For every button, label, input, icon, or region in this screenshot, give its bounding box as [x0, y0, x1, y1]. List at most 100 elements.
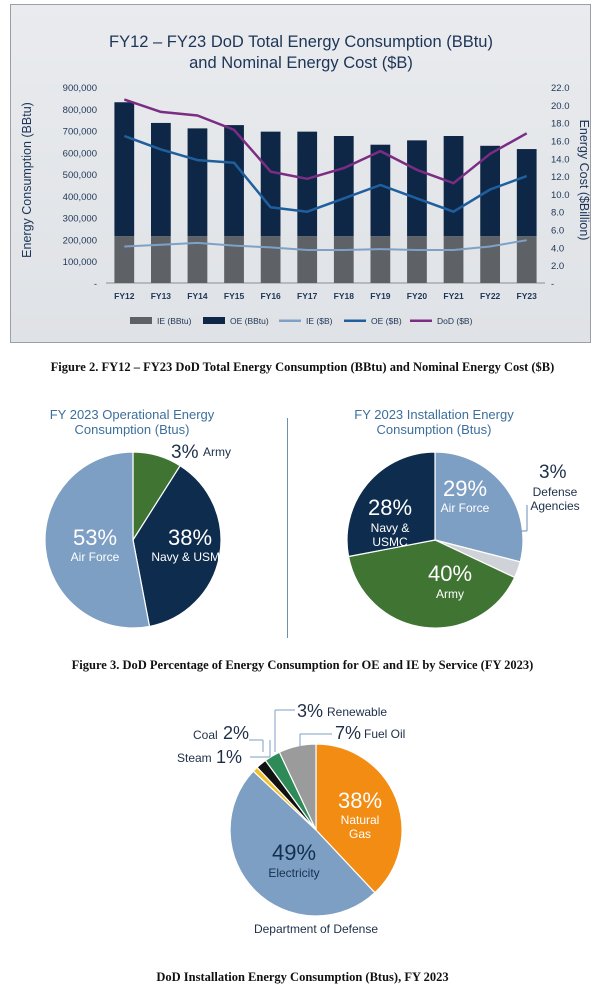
ie-navy-label: Navy & USMC	[370, 521, 410, 549]
bar-ie-bbtu	[297, 236, 318, 283]
bar-ie-bbtu	[187, 236, 208, 283]
y2-axis-label: Energy Cost ($Billion)	[577, 120, 591, 241]
bar-oe-bbtu	[407, 140, 427, 237]
bar-oe-bbtu	[480, 145, 501, 237]
line-dod-cost	[123, 98, 528, 185]
bar-oe-bbtu	[260, 131, 281, 237]
ie-navy-pct: 28%	[367, 495, 413, 520]
bar-ie-bbtu	[114, 236, 135, 283]
legend-swatch-ie-cost	[279, 319, 301, 322]
legend-swatch-oe-cost	[344, 319, 366, 322]
x-tick-label: FY23	[517, 291, 538, 301]
legend-ie-bbtu: IE (BBtu)	[157, 316, 192, 326]
bar-oe-bbtu	[333, 136, 354, 237]
pie-slice-electricity	[229, 770, 376, 917]
legend-swatch-ie-bbtu	[130, 317, 152, 324]
dod-electricity-pct: 49%	[271, 840, 317, 865]
figure-3-caption: Figure 3. DoD Percentage of Energy Consu…	[71, 658, 534, 672]
y2-tick-label: -	[551, 279, 554, 290]
dod-steam-pct: 1%	[216, 747, 243, 767]
dod-steam-label: Steam	[177, 751, 212, 765]
x-tick-label: FY12	[114, 291, 135, 301]
x-tick-label: FY13	[151, 291, 172, 301]
bar-oe-bbtu	[187, 128, 208, 237]
y2-tick-label: 2.0	[551, 261, 564, 272]
bar-oe-bbtu	[224, 125, 244, 237]
legend-swatch-oe-bbtu	[203, 317, 225, 324]
x-tick-label: FY18	[334, 291, 355, 301]
bar-ie-bbtu	[407, 236, 427, 283]
y2-tick-label: 18.0	[551, 119, 570, 130]
line-ie-cost	[124, 239, 527, 251]
dod-pie-title: Department of Defense	[253, 922, 379, 936]
bar-ie-bbtu	[443, 236, 464, 283]
pie-slice-navy-usmc	[346, 451, 436, 558]
ie-defense-label: Defense Agencies	[530, 485, 580, 513]
oe-navy-label: Navy & USMC	[151, 550, 229, 564]
ie-army-label: Army	[436, 587, 464, 601]
y-tick-label: 500,000	[63, 170, 97, 181]
pie-slice-navy-usmc	[132, 464, 222, 628]
oe-pie-title: FY 2023 Operational Energy Consumption (…	[49, 407, 215, 437]
y2-tick-label: 16.0	[551, 136, 570, 147]
bar-ie-bbtu	[224, 236, 244, 283]
x-tick-label: FY17	[297, 291, 318, 301]
oe-airforce-pct: 53%	[72, 525, 118, 550]
dod-coal-label: Coal	[193, 728, 218, 742]
ie-airforce-pct: 29%	[442, 476, 488, 501]
y2-tick-label: 10.0	[551, 190, 570, 201]
y-tick-label: 700,000	[63, 127, 97, 138]
pie-slice-army	[347, 539, 516, 629]
bar-ie-bbtu	[516, 236, 537, 283]
bar-oe-bbtu	[114, 102, 135, 237]
dod-renewable-label: Renewable	[327, 705, 388, 719]
x-tick-label: FY15	[224, 291, 245, 301]
ie-airforce-label: Air Force	[440, 501, 490, 515]
y-tick-label: 200,000	[63, 235, 97, 246]
pie-slice-air-force	[44, 451, 151, 629]
y-tick-label: 100,000	[63, 257, 97, 268]
chart-title-line1: FY12 – FY23 DoD Total Energy Consumption…	[109, 33, 493, 51]
chart-title-line2: and Nominal Energy Cost ($B)	[189, 54, 413, 72]
y-tick-label: 300,000	[63, 214, 97, 225]
oe-army-pct: 3%	[171, 442, 199, 463]
combo-chart: FY12 – FY23 DoD Total Energy Consumption…	[20, 33, 591, 326]
pie-slice-air-force	[434, 451, 524, 563]
dod-fuel-oil-pct: 7%	[335, 723, 362, 743]
y2-tick-label: 12.0	[551, 172, 570, 183]
y-tick-label: 900,000	[63, 83, 97, 94]
x-tick-label: FY20	[407, 291, 428, 301]
bar-oe-bbtu	[516, 149, 537, 237]
bar-ie-bbtu	[370, 236, 391, 283]
ie-defense-pct: 3%	[539, 462, 567, 483]
legend-oe-cost: OE ($B)	[371, 316, 402, 326]
y-axis-label: Energy Consumption (BBtu)	[20, 102, 34, 258]
dod-pie-caption: DoD Installation Energy Consumption (Btu…	[156, 970, 449, 984]
dod-electricity-label: Electricity	[268, 866, 320, 880]
y-tick-label: 400,000	[63, 192, 97, 203]
y-tick-label: 800,000	[63, 105, 97, 116]
figure-2-caption: Figure 2. FY12 – FY23 DoD Total Energy C…	[50, 360, 555, 374]
oe-army-label: Army	[203, 445, 231, 459]
dod-renewable-pct: 3%	[297, 701, 324, 721]
pie-slice-natural-gas	[315, 743, 403, 894]
dod-fuel-oil-label: Fuel Oil	[364, 727, 406, 741]
bar-oe-bbtu	[370, 144, 391, 237]
oe-airforce-label: Air Force	[70, 550, 120, 564]
y2-tick-label: 8.0	[551, 208, 564, 219]
y-tick-label: 600,000	[63, 148, 97, 159]
y-tick-label: -	[94, 279, 97, 290]
dod-natural-gas-label: Natural Gas	[340, 813, 380, 841]
bar-ie-bbtu	[150, 236, 171, 283]
dod-coal-pct: 2%	[223, 723, 250, 743]
dod-natural-gas-pct: 38%	[337, 788, 383, 813]
bar-ie-bbtu	[333, 236, 354, 283]
x-tick-label: FY16	[260, 291, 281, 301]
x-tick-label: FY22	[480, 291, 501, 301]
x-tick-label: FY14	[187, 291, 208, 301]
legend-ie-cost: IE ($B)	[306, 316, 333, 326]
pie-divider	[287, 418, 288, 638]
x-tick-label: FY21	[443, 291, 464, 301]
ie-army-pct: 40%	[427, 561, 473, 586]
